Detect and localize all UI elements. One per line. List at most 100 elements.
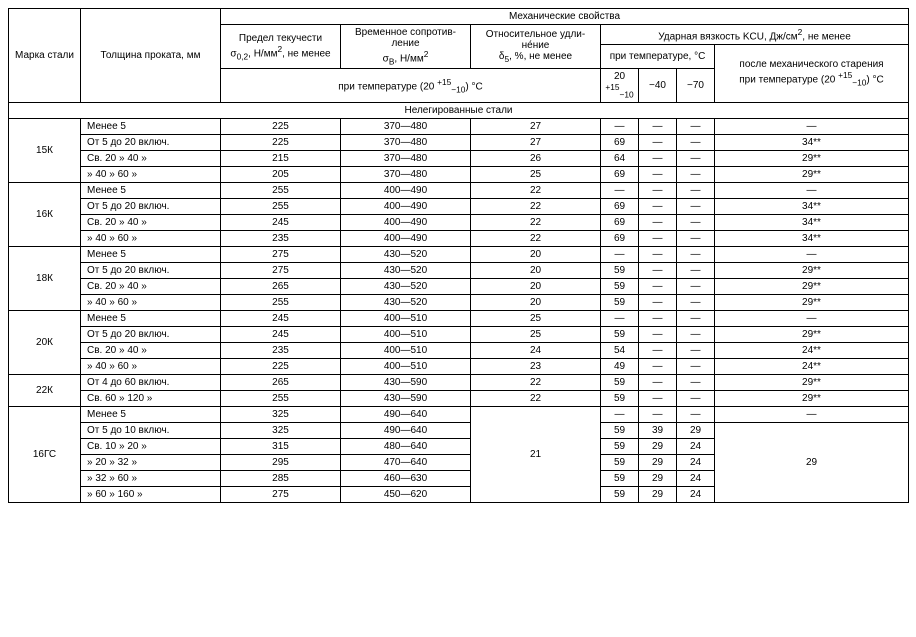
cell-tensile: 430—520 — [341, 246, 471, 262]
cell-grade: 15К — [9, 118, 81, 182]
cell-kcu-20: 59 — [601, 326, 639, 342]
col-yield: Предел текучестиσ0,2, Н/мм2, не менее — [221, 25, 341, 69]
col-elongation: Относительное удли-не́ниеδ5, %, не менее — [471, 25, 601, 69]
cell-elongation: 21 — [471, 406, 601, 502]
cell-elongation: 20 — [471, 294, 601, 310]
cell-elongation: 22 — [471, 198, 601, 214]
cell-yield: 215 — [221, 150, 341, 166]
cell-elongation: 26 — [471, 150, 601, 166]
cell-kcu-40: — — [639, 294, 677, 310]
cell-tensile: 400—490 — [341, 230, 471, 246]
cell-elongation: 20 — [471, 262, 601, 278]
cell-kcu-70: 29 — [677, 422, 715, 438]
cell-elongation: 22 — [471, 374, 601, 390]
cell-thickness: От 5 до 10 включ. — [81, 422, 221, 438]
cell-kcu-20: 69 — [601, 198, 639, 214]
cell-elongation: 22 — [471, 230, 601, 246]
cell-kcu-40: — — [639, 118, 677, 134]
col-after-aging: после механического старенияпри температ… — [715, 45, 909, 102]
cell-kcu-aging: 34** — [715, 230, 909, 246]
cell-kcu-40: 29 — [639, 438, 677, 454]
table-row: » 40 » 60 »205370—4802569——29** — [9, 166, 909, 182]
cell-thickness: От 5 до 20 включ. — [81, 326, 221, 342]
cell-kcu-20: — — [601, 406, 639, 422]
cell-elongation: 20 — [471, 246, 601, 262]
cell-elongation: 22 — [471, 182, 601, 198]
cell-tensile: 370—480 — [341, 118, 471, 134]
table-row: Св. 20 » 40 »235400—5102454——24** — [9, 342, 909, 358]
cell-elongation: 22 — [471, 214, 601, 230]
col-at-temp: при температуре, °C — [601, 45, 715, 69]
cell-kcu-40: — — [639, 150, 677, 166]
cell-kcu-20: 49 — [601, 358, 639, 374]
table-row: » 40 » 60 »255430—5202059——29** — [9, 294, 909, 310]
cell-tensile: 400—490 — [341, 198, 471, 214]
cell-elongation: 25 — [471, 310, 601, 326]
cell-kcu-70: 24 — [677, 486, 715, 502]
cell-thickness: Св. 20 » 40 » — [81, 150, 221, 166]
cell-kcu-70: 24 — [677, 438, 715, 454]
cell-kcu-aging: 34** — [715, 214, 909, 230]
cell-kcu-70: — — [677, 118, 715, 134]
cell-yield: 275 — [221, 262, 341, 278]
cell-kcu-40: 29 — [639, 486, 677, 502]
cell-kcu-40: — — [639, 246, 677, 262]
col-mech-props: Механические свойства — [221, 9, 909, 25]
cell-kcu-aging: 29 — [715, 422, 909, 502]
cell-kcu-40: — — [639, 358, 677, 374]
cell-tensile: 400—490 — [341, 182, 471, 198]
cell-yield: 295 — [221, 454, 341, 470]
cell-kcu-40: — — [639, 406, 677, 422]
cell-thickness: Св. 20 » 40 » — [81, 342, 221, 358]
cell-kcu-20: 59 — [601, 294, 639, 310]
col-temp-range: при температуре (20 +15−10) °C — [221, 69, 601, 102]
cell-kcu-40: — — [639, 278, 677, 294]
cell-thickness: Менее 5 — [81, 406, 221, 422]
cell-kcu-20: 69 — [601, 230, 639, 246]
cell-kcu-70: — — [677, 278, 715, 294]
cell-tensile: 490—640 — [341, 422, 471, 438]
cell-yield: 285 — [221, 470, 341, 486]
cell-yield: 265 — [221, 278, 341, 294]
cell-grade: 20К — [9, 310, 81, 374]
table-row: Св. 20 » 40 »265430—5202059——29** — [9, 278, 909, 294]
cell-kcu-70: — — [677, 358, 715, 374]
cell-thickness: » 60 » 160 » — [81, 486, 221, 502]
cell-kcu-20: 59 — [601, 422, 639, 438]
cell-yield: 225 — [221, 134, 341, 150]
col-t70: −70 — [677, 69, 715, 102]
cell-kcu-70: — — [677, 310, 715, 326]
cell-kcu-aging: 29** — [715, 262, 909, 278]
cell-yield: 225 — [221, 358, 341, 374]
cell-kcu-40: — — [639, 166, 677, 182]
cell-kcu-aging: 34** — [715, 134, 909, 150]
cell-kcu-aging: 29** — [715, 390, 909, 406]
cell-grade: 22К — [9, 374, 81, 406]
table-row: 16КМенее 5255400—49022———— — [9, 182, 909, 198]
cell-grade: 16К — [9, 182, 81, 246]
cell-elongation: 23 — [471, 358, 601, 374]
cell-thickness: » 20 » 32 » — [81, 454, 221, 470]
cell-thickness: От 5 до 20 включ. — [81, 134, 221, 150]
cell-kcu-aging: 29** — [715, 294, 909, 310]
col-tensile: Временное сопротив-лениеσB, Н/мм2 — [341, 25, 471, 69]
cell-kcu-aging: 24** — [715, 342, 909, 358]
table-row: От 5 до 20 включ.275430—5202059——29** — [9, 262, 909, 278]
cell-kcu-20: — — [601, 310, 639, 326]
cell-thickness: Менее 5 — [81, 118, 221, 134]
cell-yield: 245 — [221, 214, 341, 230]
cell-kcu-40: — — [639, 262, 677, 278]
cell-kcu-40: — — [639, 214, 677, 230]
cell-kcu-70: — — [677, 390, 715, 406]
cell-elongation: 20 — [471, 278, 601, 294]
cell-yield: 255 — [221, 198, 341, 214]
col-impact: Ударная вязкость KCU, Дж/см2, не менее — [601, 25, 909, 45]
cell-kcu-20: 59 — [601, 278, 639, 294]
cell-yield: 205 — [221, 166, 341, 182]
cell-kcu-aging: — — [715, 406, 909, 422]
cell-kcu-70: 24 — [677, 454, 715, 470]
cell-yield: 225 — [221, 118, 341, 134]
cell-yield: 325 — [221, 406, 341, 422]
cell-thickness: От 4 до 60 включ. — [81, 374, 221, 390]
cell-thickness: От 5 до 20 включ. — [81, 198, 221, 214]
